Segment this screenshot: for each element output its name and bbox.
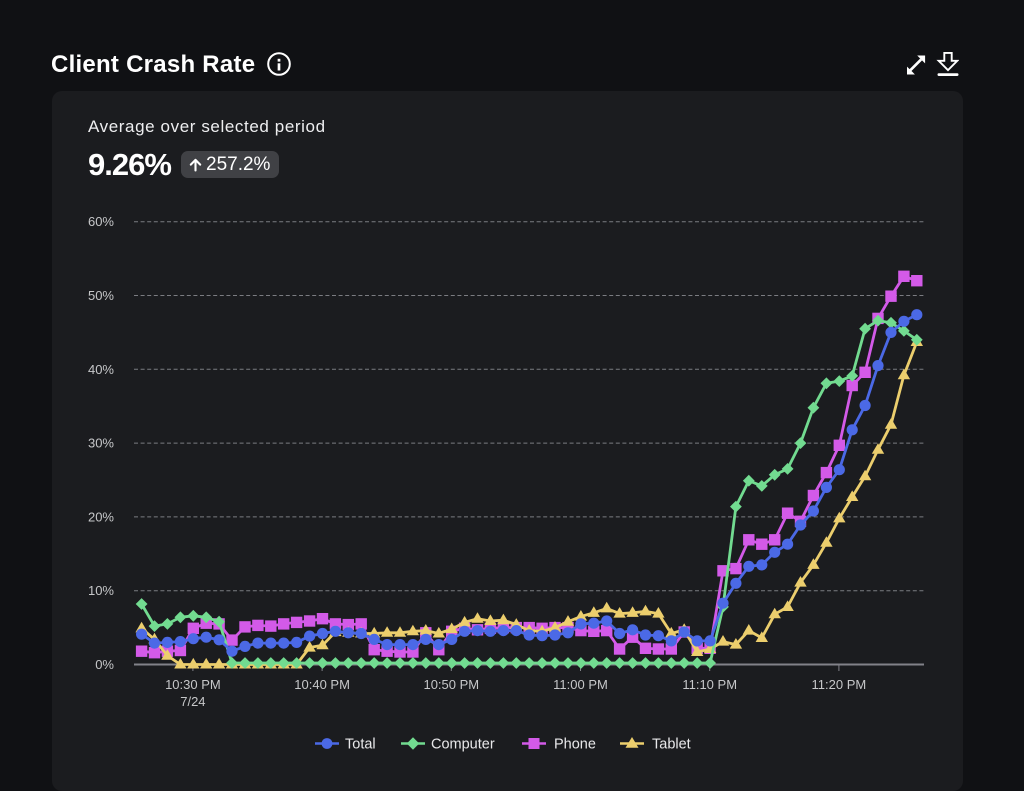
svg-text:10%: 10% [88,583,114,598]
svg-text:10:40 PM: 10:40 PM [294,677,350,692]
svg-text:Computer: Computer [431,737,495,753]
svg-text:11:10 PM: 11:10 PM [682,677,737,692]
svg-text:Total: Total [345,737,376,753]
svg-text:10:30 PM: 10:30 PM [165,677,221,692]
svg-text:50%: 50% [88,288,114,303]
svg-text:40%: 40% [88,362,114,377]
svg-text:11:20 PM: 11:20 PM [812,677,867,692]
svg-text:20%: 20% [88,509,114,524]
svg-text:10:50 PM: 10:50 PM [423,677,479,692]
svg-text:7/24: 7/24 [180,694,205,709]
svg-text:11:00 PM: 11:00 PM [553,677,608,692]
svg-text:Phone: Phone [554,737,596,753]
svg-text:30%: 30% [88,436,114,451]
svg-text:Tablet: Tablet [652,737,691,753]
svg-text:0%: 0% [95,657,114,672]
svg-text:60%: 60% [88,214,114,229]
